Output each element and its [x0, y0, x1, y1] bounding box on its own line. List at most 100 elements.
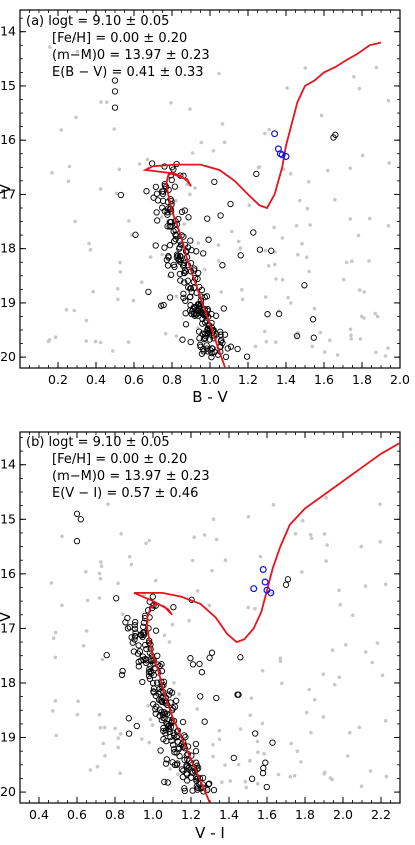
field-star-point	[99, 100, 103, 104]
member-star-point	[178, 208, 186, 216]
field-star-point	[308, 223, 312, 227]
member-star-point	[256, 246, 264, 253]
member-star-point	[195, 269, 202, 277]
member-star-point	[189, 787, 196, 794]
field-star-point	[66, 179, 71, 183]
field-star-point	[47, 338, 52, 342]
field-star-point	[190, 558, 195, 563]
member-star-point	[227, 200, 234, 208]
annotation-b-3: E(V − I) = 0.57 ± 0.46	[52, 486, 198, 501]
member-star-point	[187, 237, 194, 244]
x-tick-label: 0.2	[48, 372, 68, 387]
field-star-point	[219, 290, 223, 294]
field-star-point	[255, 739, 260, 744]
member-star-point	[118, 671, 126, 679]
member-star-point	[220, 305, 227, 312]
field-star-point	[294, 224, 299, 228]
field-star-point	[357, 86, 362, 91]
member-star-point	[162, 760, 170, 767]
field-star-point	[88, 768, 93, 772]
member-star-point	[201, 319, 209, 326]
field-star-point	[360, 153, 365, 158]
member-star-point	[200, 250, 207, 257]
field-star-point	[174, 294, 179, 299]
member-star-point	[153, 679, 161, 686]
field-star-point	[169, 101, 173, 105]
member-star-point	[143, 188, 150, 195]
field-star-point	[211, 742, 215, 747]
y-tick-label: 15	[0, 78, 16, 93]
field-star-point	[296, 252, 300, 257]
field-star-point	[190, 151, 195, 155]
member-star-point	[171, 703, 179, 710]
field-star-point	[146, 703, 150, 708]
red-clump-star-point	[278, 151, 286, 159]
x-tick-label: 1.2	[181, 807, 201, 822]
member-star-point	[199, 774, 207, 782]
member-star-point	[182, 733, 189, 741]
field-star-point	[160, 252, 164, 257]
member-star-point	[147, 662, 154, 670]
member-star-point	[199, 320, 206, 327]
member-star-point	[152, 706, 159, 713]
member-star-point	[73, 510, 81, 517]
field-star-point	[99, 564, 104, 568]
member-star-point	[132, 633, 139, 640]
x-tick-label: 1.4	[219, 807, 239, 822]
field-star-point	[217, 737, 222, 742]
field-star-point	[98, 725, 103, 730]
member-star-point	[184, 777, 191, 784]
field-star-point	[203, 267, 207, 272]
field-star-point	[322, 350, 327, 354]
member-star-point	[211, 178, 218, 186]
field-star-point	[60, 534, 64, 539]
field-star-point	[256, 750, 260, 754]
field-star-point	[115, 287, 120, 291]
member-star-point	[163, 256, 170, 264]
field-star-point	[383, 719, 388, 723]
member-star-point	[206, 654, 213, 661]
member-star-point	[137, 631, 145, 638]
member-star-point	[149, 679, 157, 687]
field-star-point	[53, 630, 58, 635]
panel-a: 0.2 0.4 0.6 0.8 1.0 1.2 1.4 1.6 1.8 2.0 14 15 16 17 18…	[0, 9, 410, 406]
member-star-point	[130, 648, 138, 655]
member-star-point	[264, 311, 271, 318]
field-star-point	[255, 782, 260, 786]
field-star-point	[140, 737, 144, 741]
field-star-point	[118, 270, 123, 274]
member-star-point	[201, 334, 209, 342]
field-star-point	[112, 127, 116, 131]
member-star-point	[210, 786, 218, 794]
field-star-point	[60, 603, 64, 608]
field-star-point	[174, 334, 179, 338]
member-star-point	[193, 783, 200, 790]
field-star-point	[307, 269, 311, 274]
field-star-point	[357, 288, 362, 292]
field-star-point	[288, 775, 293, 779]
field-star-point	[87, 241, 91, 246]
member-star-point	[181, 785, 188, 792]
member-star-point	[170, 604, 177, 611]
field-star-point	[147, 740, 151, 745]
field-star-point	[348, 730, 352, 735]
field-star-point	[374, 65, 379, 70]
member-star-point	[293, 332, 301, 340]
member-star-point	[77, 516, 84, 523]
member-star-point	[131, 636, 138, 643]
field-star-point	[88, 248, 93, 252]
member-star-point	[132, 231, 139, 238]
y-tick-label: 14	[0, 457, 16, 472]
field-star-point	[126, 340, 131, 344]
member-star-point	[147, 656, 154, 663]
field-star-point	[84, 570, 88, 574]
field-star-point	[362, 290, 367, 294]
member-star-point	[160, 714, 167, 722]
member-star-point	[175, 744, 182, 751]
member-star-point	[180, 261, 188, 268]
field-star-point	[335, 353, 340, 357]
field-star-point	[318, 330, 323, 335]
field-star-point	[375, 314, 380, 319]
y-tick-label: 19	[0, 730, 16, 745]
field-star-point	[72, 308, 77, 313]
